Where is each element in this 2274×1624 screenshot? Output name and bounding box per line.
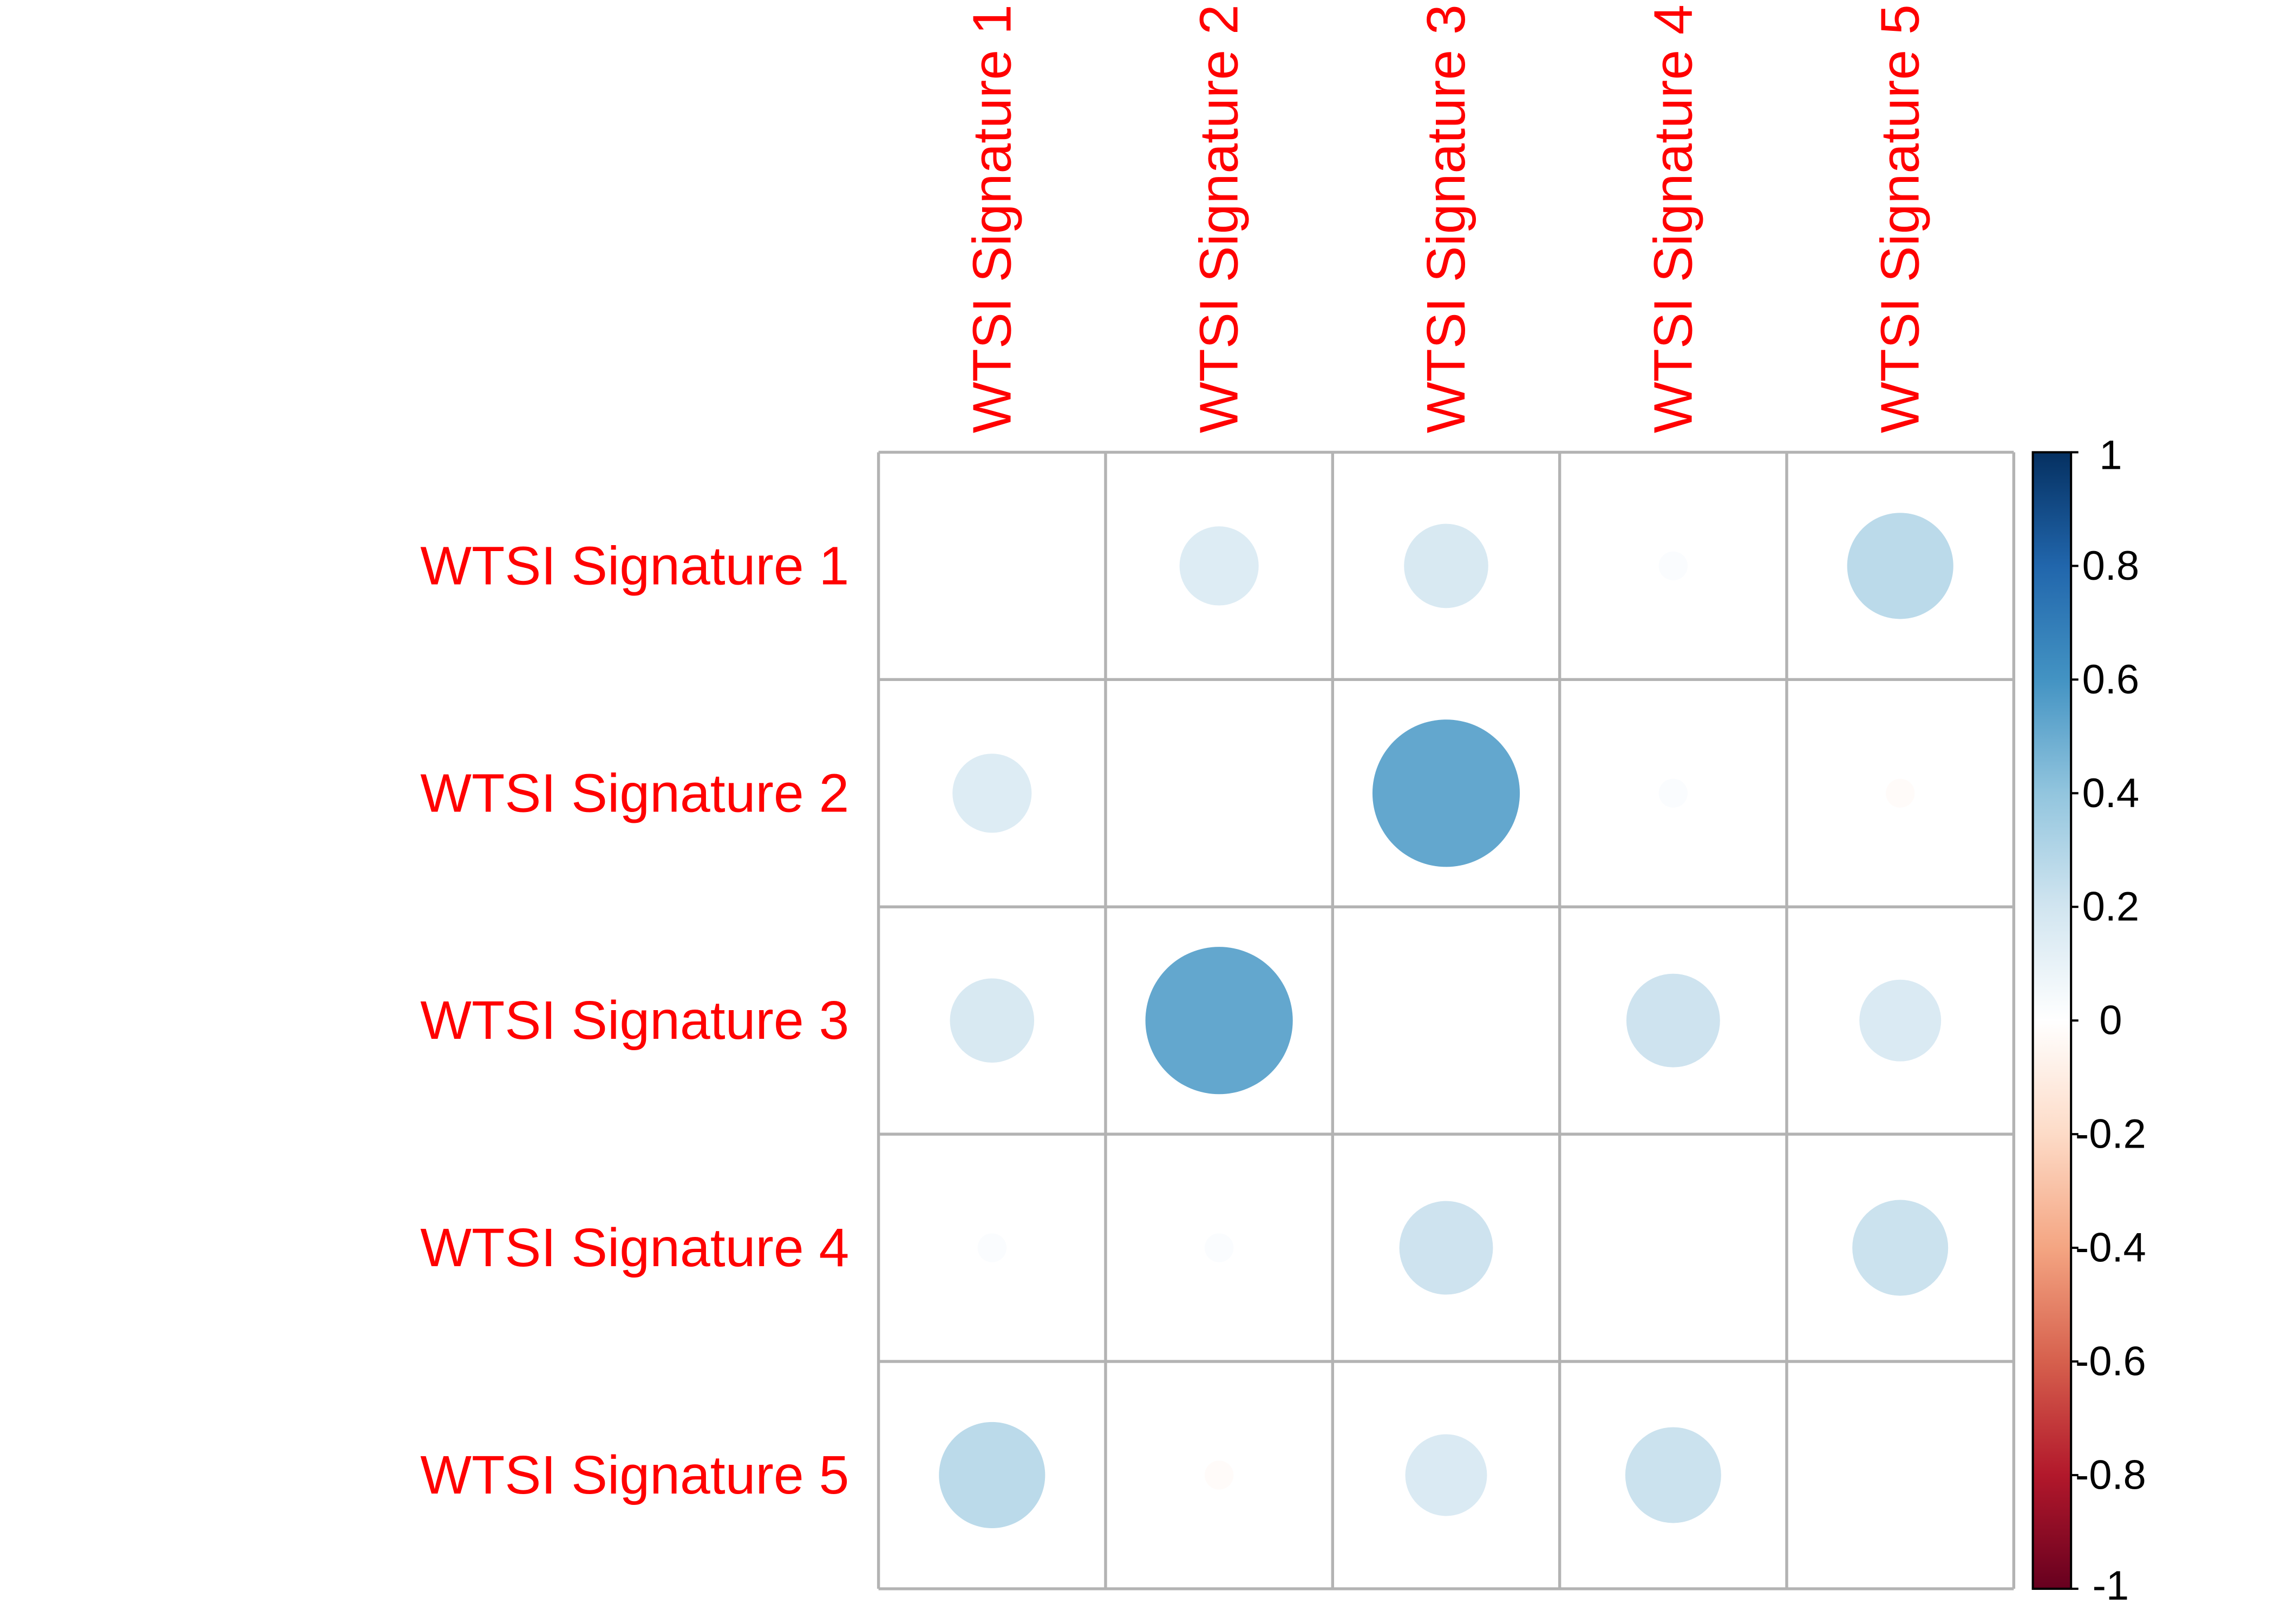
corr-circle-r2-c1 bbox=[952, 754, 1032, 833]
corr-circle-r1-c4 bbox=[1658, 551, 1688, 581]
colorbar-tick-label: -0.8 bbox=[2075, 1452, 2146, 1498]
column-labels: WTSI Signature 1 WTSI Signature 2 WTSI S… bbox=[962, 4, 1930, 433]
colorbar bbox=[2031, 451, 2073, 1590]
colorbar-tick-label: -1 bbox=[2093, 1563, 2129, 1609]
corr-circle-r5-c4 bbox=[1625, 1427, 1721, 1523]
corr-circle-r3-c2 bbox=[1145, 947, 1293, 1095]
corr-circle-r4-c5 bbox=[1852, 1200, 1949, 1296]
corr-circle-r2-c5 bbox=[1885, 778, 1915, 808]
column-label: WTSI Signature 4 bbox=[1643, 4, 1703, 433]
row-labels: WTSI Signature 1 WTSI Signature 2 WTSI S… bbox=[420, 535, 849, 1505]
corr-circle-r5-c2 bbox=[1204, 1461, 1234, 1490]
colorbar-tick-label: -0.2 bbox=[2075, 1111, 2146, 1157]
colorbar-tick-label: -0.4 bbox=[2075, 1225, 2146, 1271]
correlation-circles bbox=[939, 513, 1953, 1529]
corr-circle-r4-c1 bbox=[977, 1233, 1007, 1262]
column-label: WTSI Signature 2 bbox=[1189, 4, 1250, 433]
corr-circle-r5-c1 bbox=[939, 1422, 1045, 1529]
colorbar-tick-label: 0.2 bbox=[2082, 884, 2140, 930]
colorbar-ticks bbox=[2071, 451, 2079, 1590]
corr-circle-r3-c5 bbox=[1859, 979, 1942, 1062]
column-label: WTSI Signature 1 bbox=[962, 4, 1022, 433]
colorbar-tick-label: -0.6 bbox=[2075, 1339, 2146, 1385]
corr-circle-r2-c4 bbox=[1658, 778, 1688, 808]
corr-circle-r1-c3 bbox=[1404, 523, 1488, 608]
colorbar-tick-label: 0 bbox=[2099, 998, 2122, 1044]
row-label: WTSI Signature 5 bbox=[420, 1445, 849, 1505]
colorbar-tick-label: 0.4 bbox=[2082, 770, 2140, 816]
corr-circle-r1-c2 bbox=[1179, 526, 1259, 606]
corr-circle-r3-c1 bbox=[950, 978, 1035, 1063]
corr-circle-r4-c2 bbox=[1204, 1233, 1234, 1262]
column-label: WTSI Signature 3 bbox=[1416, 4, 1476, 433]
row-label: WTSI Signature 4 bbox=[420, 1217, 849, 1278]
corr-circle-r2-c3 bbox=[1372, 719, 1520, 867]
grid bbox=[877, 450, 2016, 1590]
column-label: WTSI Signature 5 bbox=[1870, 4, 1931, 433]
colorbar-tick-label: 0.8 bbox=[2082, 543, 2140, 589]
row-label: WTSI Signature 3 bbox=[420, 990, 849, 1051]
corr-circle-r5-c3 bbox=[1405, 1434, 1487, 1516]
colorbar-tick-label: 0.6 bbox=[2082, 657, 2140, 703]
color-legend: 1 0.8 0.6 0.4 0.2 0 -0.2 -0.4 -0.6 -0.8 … bbox=[2031, 432, 2146, 1609]
row-label: WTSI Signature 2 bbox=[420, 763, 849, 823]
corr-circle-r3-c4 bbox=[1626, 973, 1720, 1068]
colorbar-tick-label: 1 bbox=[2099, 432, 2122, 478]
corr-circle-r4-c3 bbox=[1399, 1201, 1493, 1295]
row-label: WTSI Signature 1 bbox=[420, 535, 849, 596]
corr-circle-r1-c5 bbox=[1847, 513, 1953, 619]
